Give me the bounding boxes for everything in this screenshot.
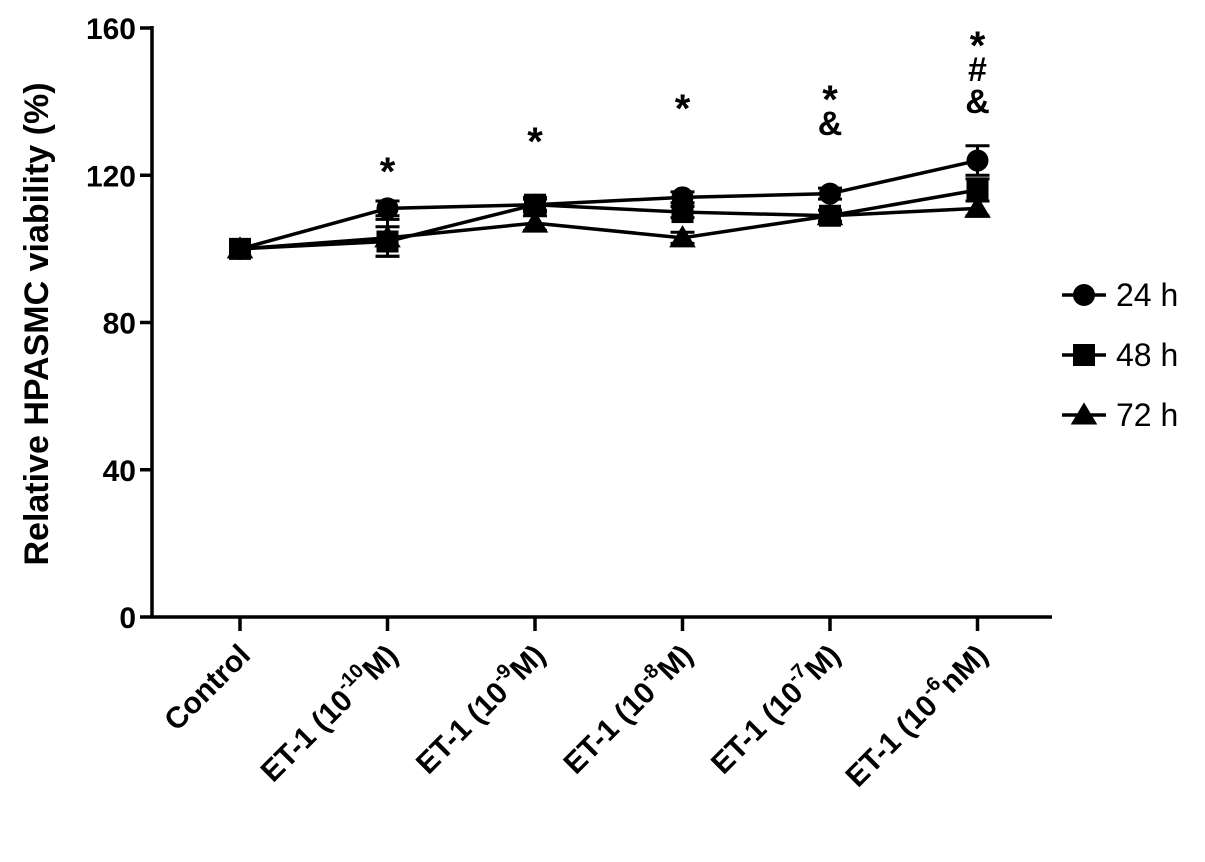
legend-item: 24 h xyxy=(1062,277,1178,313)
x-tick-label: ET-1 (10-6nM) xyxy=(836,635,995,794)
significance-mark: * xyxy=(380,150,396,194)
legend-label: 72 h xyxy=(1116,397,1178,433)
y-tick-label: 0 xyxy=(119,602,136,635)
series-line xyxy=(239,188,978,251)
legend-label: 24 h xyxy=(1116,277,1178,313)
legend: 24 h 48 h 72 h xyxy=(1062,277,1178,433)
marker-circle xyxy=(376,197,399,220)
x-tick-label: ET-1 (10-7M) xyxy=(701,635,847,781)
marker-triangle xyxy=(816,203,844,226)
x-tick-label-prefix: ET-1 (10 xyxy=(839,689,944,794)
marker-triangle xyxy=(669,225,696,248)
legend-item: 72 h xyxy=(1062,397,1178,433)
marker-square xyxy=(524,193,546,216)
annotations-group: *** *&*#& xyxy=(380,24,990,194)
x-tick-label-group: ET-1 (10-6nM) xyxy=(836,635,995,794)
y-tick-label: 80 xyxy=(103,308,136,341)
marker-circle xyxy=(819,182,841,205)
x-tick-label: Control xyxy=(158,639,257,738)
significance-mark: * xyxy=(970,24,986,68)
legend-label: 48 h xyxy=(1116,337,1178,373)
y-axis-label: Relative HPASMC viability (%) xyxy=(18,82,56,565)
marker-square xyxy=(966,178,989,201)
marker-square xyxy=(671,201,694,224)
series-72-h xyxy=(226,195,991,259)
x-tick-label-prefix: ET-1 (10 xyxy=(705,676,810,781)
series-line xyxy=(239,158,978,251)
y-tick-label: 120 xyxy=(86,160,136,193)
x-tick-label-group: Control xyxy=(158,639,257,738)
y-tick-label: 160 xyxy=(86,13,136,46)
x-tick-label: ET-1 (10-10M) xyxy=(251,635,404,788)
series-group xyxy=(226,144,991,260)
x-tick-label: ET-1 (10-8M) xyxy=(554,635,700,781)
x-tick-label-prefix: ET-1 (10 xyxy=(410,676,515,781)
marker-triangle xyxy=(964,195,991,218)
significance-mark: * xyxy=(822,78,838,122)
marker-triangle xyxy=(521,210,549,233)
marker-square xyxy=(1073,344,1095,366)
x-tick-label-group: ET-1 (10-10M) xyxy=(251,635,405,789)
series-line xyxy=(239,206,978,251)
significance-mark: # xyxy=(968,51,987,89)
x-tick-label-prefix: ET-1 (10 xyxy=(255,684,360,789)
significance-mark: & xyxy=(965,83,990,121)
x-tick-label-group: ET-1 (10-7M) xyxy=(701,635,847,781)
marker-circle xyxy=(966,149,989,172)
marker-triangle xyxy=(374,225,401,248)
x-tick-label-group: ET-1 (10-9M) xyxy=(406,635,552,781)
significance-mark: * xyxy=(527,120,543,164)
marker-circle xyxy=(1073,284,1095,306)
x-tick-label: ET-1 (10-9M) xyxy=(406,635,552,781)
x-tick-label-prefix: ET-1 (10 xyxy=(557,676,662,781)
x-tick-label-group: ET-1 (10-8M) xyxy=(554,635,700,781)
legend-item: 48 h xyxy=(1062,337,1178,373)
significance-mark: * xyxy=(675,87,691,131)
significance-mark: & xyxy=(818,105,843,143)
x-tick-label-text: Control xyxy=(158,639,257,738)
y-tick-label: 40 xyxy=(103,455,136,488)
marker-triangle xyxy=(226,236,254,259)
marker-triangle xyxy=(1070,402,1098,425)
